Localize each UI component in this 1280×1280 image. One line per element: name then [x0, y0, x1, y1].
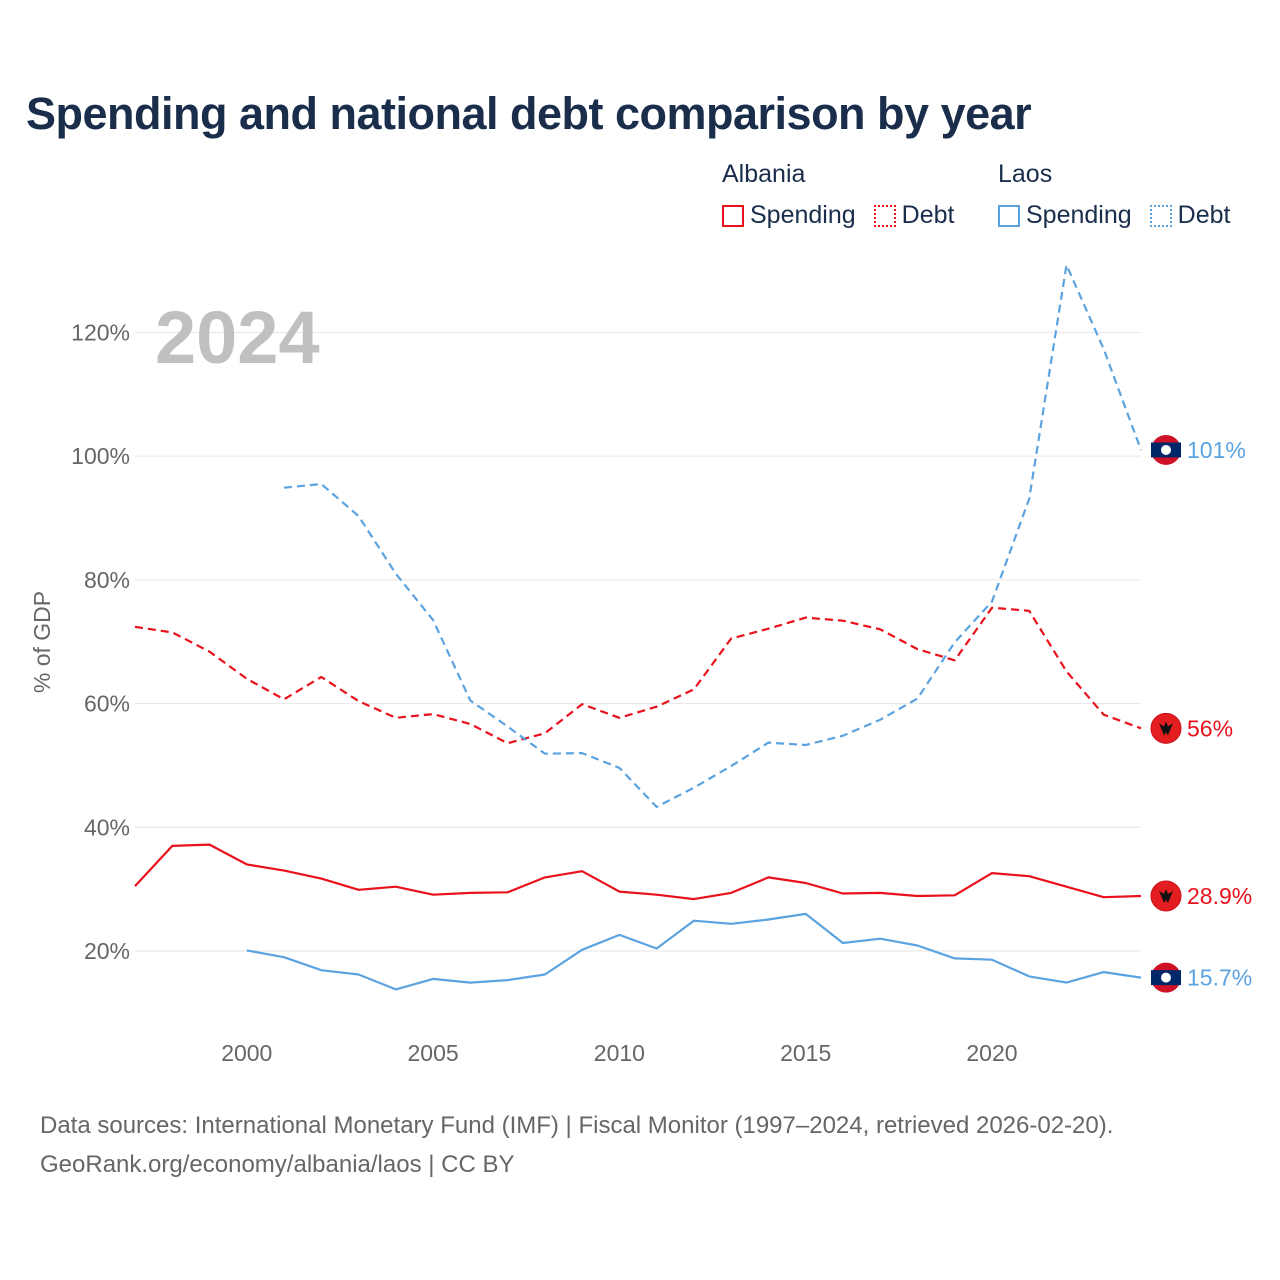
y-tick-label: 80%	[84, 567, 130, 593]
flag-disc	[1161, 972, 1171, 983]
eagle-emblem	[1159, 721, 1173, 736]
solid-line-swatch-icon	[722, 204, 744, 227]
albania-flag-icon	[1150, 712, 1182, 744]
series-line-laos-debt	[283, 263, 1143, 809]
albania-flag-icon	[1150, 880, 1182, 912]
y-tick-label: 20%	[84, 938, 130, 964]
legend-albania: Albania Spending Debt	[722, 160, 954, 230]
x-tick-label: 2005	[407, 1040, 458, 1066]
legend-item-laos-spending[interactable]: Spending	[998, 201, 1132, 230]
y-axis-label: % of GDP	[29, 591, 55, 693]
y-tick-label: 60%	[84, 691, 130, 717]
x-tick-label: 2010	[594, 1040, 645, 1066]
year-watermark: 2024	[155, 296, 320, 379]
legend-group-title: Laos	[998, 160, 1053, 188]
legend-item-albania-debt[interactable]: Debt	[873, 201, 955, 230]
legend-item-label: Spending	[750, 201, 856, 229]
page-title: Spending and national debt comparison by…	[26, 88, 1032, 139]
x-tick-label: 2020	[966, 1040, 1017, 1066]
legend-item-label: Debt	[901, 201, 955, 229]
end-value-label: 28.9%	[1187, 883, 1252, 909]
legend-item-label: Debt	[1177, 201, 1231, 229]
eagle-emblem	[1159, 888, 1173, 903]
solid-line-swatch-icon	[998, 204, 1020, 227]
laos-flag-icon	[1151, 962, 1181, 993]
end-value-label: 101%	[1187, 437, 1246, 463]
y-tick-label: 100%	[71, 443, 130, 469]
source-line: Data sources: International Monetary Fun…	[40, 1112, 1114, 1139]
series-line-albania-spending	[134, 843, 1142, 901]
x-tick-label: 2015	[780, 1040, 831, 1066]
dotted-line-swatch-icon	[873, 204, 896, 227]
laos-flag-icon	[1151, 434, 1181, 465]
legend-item-laos-debt[interactable]: Debt	[1149, 201, 1231, 230]
y-tick-label: 40%	[84, 814, 130, 840]
end-value-label: 56%	[1187, 715, 1233, 741]
series-line-laos-spending	[246, 912, 1142, 991]
series-line-albania-debt	[134, 606, 1142, 745]
y-tick-label: 120%	[71, 319, 130, 345]
legend-item-albania-spending[interactable]: Spending	[722, 201, 856, 230]
legend-laos: Laos Spending Debt	[998, 160, 1230, 230]
source-url-line: GeoRank.org/economy/albania/laos | CC BY	[40, 1151, 515, 1178]
dotted-line-swatch-icon	[1149, 204, 1172, 227]
x-tick-label: 2000	[221, 1040, 272, 1066]
data-source-note: Data sources: International Monetary Fun…	[40, 1106, 1260, 1184]
end-value-label: 15.7%	[1187, 965, 1252, 991]
legend-group-title: Albania	[722, 160, 806, 188]
flag-disc	[1161, 444, 1171, 455]
legend-item-label: Spending	[1026, 201, 1132, 229]
